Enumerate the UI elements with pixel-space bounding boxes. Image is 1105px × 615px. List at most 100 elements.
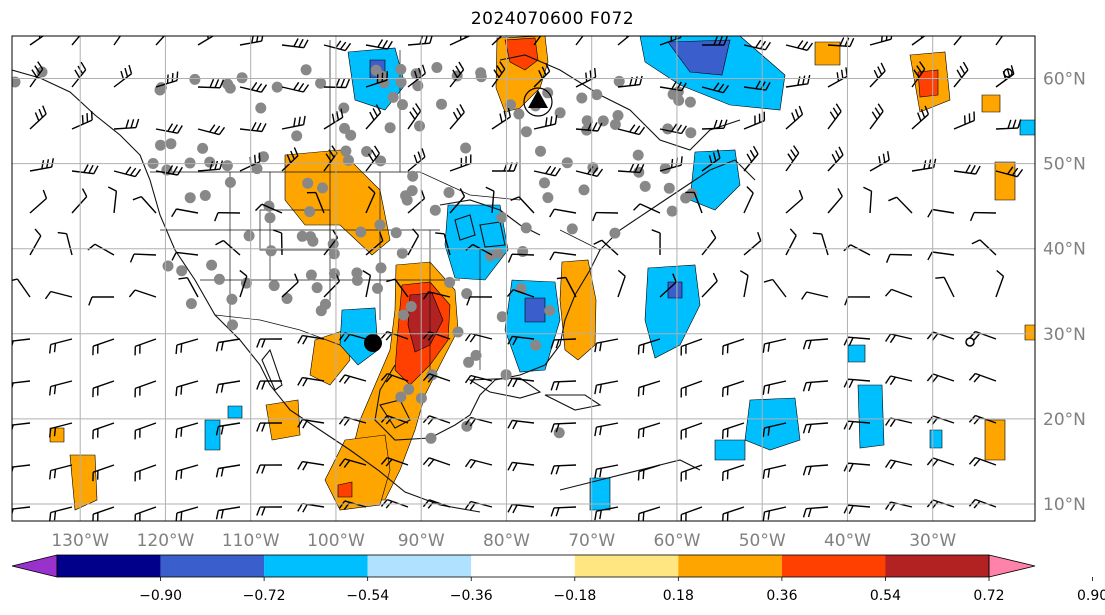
observation-stations[interactable] — [10, 62, 698, 444]
station-dot[interactable] — [311, 282, 323, 294]
station-dot[interactable] — [461, 288, 473, 300]
station-dot[interactable] — [189, 73, 201, 85]
station-dot[interactable] — [258, 151, 269, 163]
station-dot[interactable] — [561, 157, 573, 169]
station-dot[interactable] — [307, 235, 319, 247]
station-dot[interactable] — [390, 227, 402, 239]
station-dot[interactable] — [407, 170, 419, 182]
station-dot[interactable] — [300, 64, 312, 76]
station-dot[interactable] — [609, 119, 621, 130]
map-panel[interactable] — [6, 20, 1035, 524]
station-dot[interactable] — [520, 126, 532, 138]
station-dot[interactable] — [387, 91, 399, 103]
station-dot[interactable] — [265, 245, 277, 257]
station-dot[interactable] — [444, 276, 456, 288]
station-dot[interactable] — [291, 130, 303, 142]
station-dot[interactable] — [463, 356, 475, 368]
station-dot[interactable] — [397, 99, 408, 111]
station-dot[interactable] — [162, 260, 174, 272]
station-dot[interactable] — [281, 293, 293, 304]
station-dot[interactable] — [395, 391, 407, 403]
station-dot[interactable] — [680, 192, 692, 204]
station-dot[interactable] — [395, 63, 407, 75]
station-dot[interactable] — [224, 176, 236, 188]
station-dot[interactable] — [375, 262, 387, 274]
station-dot[interactable] — [530, 339, 542, 351]
station-dot[interactable] — [315, 77, 327, 89]
station-dot[interactable] — [165, 138, 177, 150]
station-dot[interactable] — [227, 319, 238, 331]
station-dot[interactable] — [492, 247, 504, 259]
station-dot[interactable] — [513, 108, 525, 120]
station-dot[interactable] — [197, 142, 209, 154]
station-dot[interactable] — [236, 72, 248, 84]
station-dot[interactable] — [184, 192, 196, 204]
station-dot[interactable] — [496, 212, 508, 223]
station-dot[interactable] — [520, 222, 532, 234]
station-dot[interactable] — [304, 206, 316, 218]
station-dot[interactable] — [155, 139, 166, 151]
station-dot[interactable] — [405, 301, 417, 312]
station-dot[interactable] — [578, 184, 590, 196]
station-dot[interactable] — [400, 190, 412, 202]
station-dot[interactable] — [576, 92, 588, 104]
station-dot[interactable] — [403, 383, 415, 395]
station-dot[interactable] — [251, 163, 263, 175]
cyclone-center-marker[interactable] — [364, 334, 382, 352]
station-dot[interactable] — [176, 265, 188, 277]
station-dot[interactable] — [302, 177, 314, 189]
station-dot[interactable] — [535, 145, 546, 157]
station-dot[interactable] — [226, 293, 238, 305]
station-dot[interactable] — [613, 75, 625, 87]
station-dot[interactable] — [461, 420, 473, 432]
station-dot[interactable] — [425, 432, 437, 444]
station-dot[interactable] — [340, 145, 352, 157]
station-dot[interactable] — [185, 298, 197, 310]
station-dot[interactable] — [632, 149, 644, 161]
station-dot[interactable] — [213, 273, 225, 285]
station-dot[interactable] — [374, 219, 386, 231]
station-dot[interactable] — [395, 76, 407, 88]
station-dot[interactable] — [355, 226, 367, 238]
station-dot[interactable] — [431, 62, 443, 73]
station-dot[interactable] — [199, 190, 211, 201]
station-dot[interactable] — [221, 160, 233, 172]
station-dot[interactable] — [609, 227, 621, 239]
station-dot[interactable] — [351, 274, 363, 286]
station-dot[interactable] — [597, 115, 609, 127]
station-dot[interactable] — [591, 89, 603, 101]
station-dot[interactable] — [452, 326, 464, 338]
station-dot[interactable] — [659, 163, 671, 174]
station-dot[interactable] — [184, 157, 196, 169]
station-dot[interactable] — [328, 248, 340, 260]
station-dot[interactable] — [412, 80, 424, 92]
station-dot[interactable] — [305, 269, 317, 281]
station-dot[interactable] — [315, 305, 327, 317]
station-dot[interactable] — [398, 309, 409, 321]
station-dot[interactable] — [429, 204, 441, 216]
station-dot[interactable] — [666, 205, 678, 217]
station-dot[interactable] — [581, 115, 593, 127]
station-dot[interactable] — [255, 102, 267, 114]
station-dot[interactable] — [542, 192, 554, 204]
station-dot[interactable] — [475, 67, 487, 79]
station-dot[interactable] — [10, 76, 21, 88]
station-dot[interactable] — [338, 102, 350, 114]
station-dot[interactable] — [271, 81, 283, 93]
station-dot[interactable] — [206, 259, 218, 271]
station-dot[interactable] — [204, 156, 216, 168]
station-dot[interactable] — [414, 120, 425, 132]
station-dot[interactable] — [544, 305, 556, 317]
station-dot[interactable] — [339, 122, 350, 134]
station-dot[interactable] — [662, 123, 674, 135]
station-dot[interactable] — [505, 99, 517, 111]
station-dot[interactable] — [317, 182, 328, 194]
station-dot[interactable] — [343, 154, 354, 166]
station-dot[interactable] — [639, 180, 651, 192]
station-dot[interactable] — [553, 427, 565, 439]
station-dot[interactable] — [496, 311, 508, 323]
station-dot[interactable] — [684, 96, 696, 108]
station-dot[interactable] — [396, 247, 408, 259]
station-dot[interactable] — [663, 182, 675, 194]
station-dot[interactable] — [685, 127, 697, 139]
